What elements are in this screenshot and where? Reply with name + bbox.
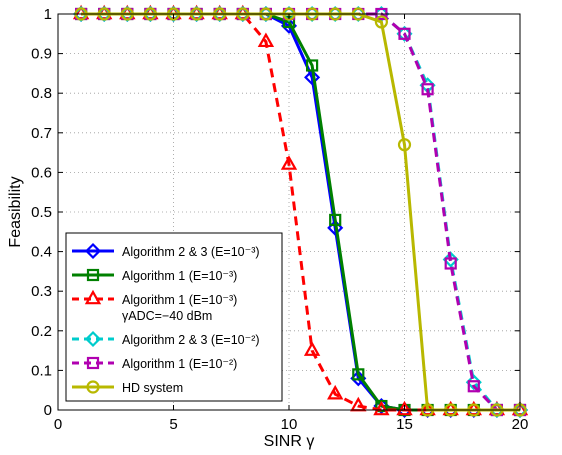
legend-label: Algorithm 2 & 3 (E=10⁻³): [122, 245, 260, 259]
data-point: [303, 341, 321, 356]
x-tick-label: 10: [281, 416, 298, 433]
legend-item: Algorithm 2 & 3 (E=10⁻³): [72, 242, 260, 260]
data-point: [257, 32, 275, 48]
x-tick-label: 15: [396, 416, 413, 433]
legend-label: Algorithm 2 & 3 (E=10⁻²): [122, 333, 260, 347]
data-point: [421, 83, 434, 96]
data-point: [398, 27, 411, 40]
legend-marker: [84, 242, 102, 260]
legend-label: HD system: [122, 381, 183, 395]
data-point: [397, 138, 412, 152]
y-tick-label: 0.2: [31, 323, 52, 340]
x-tick-label: 0: [54, 416, 62, 433]
y-axis-label: Feasibility: [7, 176, 24, 247]
y-tick-label: 0.3: [31, 283, 52, 300]
legend-label: Algorithm 1 (E=10⁻³): [122, 293, 237, 307]
data-point: [444, 257, 457, 270]
data-point: [352, 368, 365, 381]
legend-item: Algorithm 1 (E=10⁻³) γADC=−40 dBm: [72, 289, 237, 323]
legend-label: Algorithm 1 (E=10⁻³): [122, 269, 237, 283]
y-tick-label: 0: [44, 402, 52, 419]
data-point: [306, 59, 319, 72]
y-tick-label: 0.4: [31, 244, 52, 261]
legend-marker: [84, 289, 102, 305]
legend-marker: [86, 268, 100, 282]
x-tick-label: 5: [169, 416, 177, 433]
y-tick-label: 0.1: [31, 362, 52, 379]
legend-marker: [86, 380, 100, 394]
data-point: [465, 374, 482, 391]
y-tick-label: 0.9: [31, 46, 52, 63]
legend-item: Algorithm 1 (E=10⁻²): [72, 356, 237, 371]
legend-item: HD system: [72, 380, 183, 395]
legend-marker: [86, 356, 100, 370]
legend-label-line2: γADC=−40 dBm: [122, 309, 212, 323]
data-point: [280, 155, 298, 170]
data-point: [467, 380, 480, 393]
legend-item: Algorithm 2 & 3 (E=10⁻²): [72, 330, 260, 348]
data-point: [329, 213, 342, 227]
legend-label: Algorithm 1 (E=10⁻²): [122, 357, 237, 371]
legend-marker: [84, 330, 102, 348]
x-tick-label: 20: [512, 416, 529, 433]
data-point: [396, 400, 413, 416]
legend-box: [65, 232, 283, 402]
y-tick-label: 1: [44, 6, 52, 23]
data-point: [327, 384, 344, 400]
y-tick-label: 0.8: [31, 85, 52, 102]
y-tick-label: 0.5: [31, 204, 52, 221]
legend: Algorithm 2 & 3 (E=10⁻³) Algorithm 1 (E=1…: [65, 232, 283, 402]
data-point: [374, 15, 388, 29]
data-point: [373, 400, 390, 416]
data-point: [442, 251, 459, 268]
legend-item: Algorithm 1 (E=10⁻³): [72, 268, 237, 283]
axis-ticks: 0 5 10 15 20 0 0.1 0.2 0.3 0.4 0.5 0.6 0.7 0.8 0.9 1: [31, 6, 528, 433]
y-tick-label: 0.7: [31, 125, 52, 142]
y-tick-label: 0.6: [31, 164, 52, 181]
x-axis-label: SINR γ: [264, 433, 315, 450]
data-point: [304, 69, 321, 86]
